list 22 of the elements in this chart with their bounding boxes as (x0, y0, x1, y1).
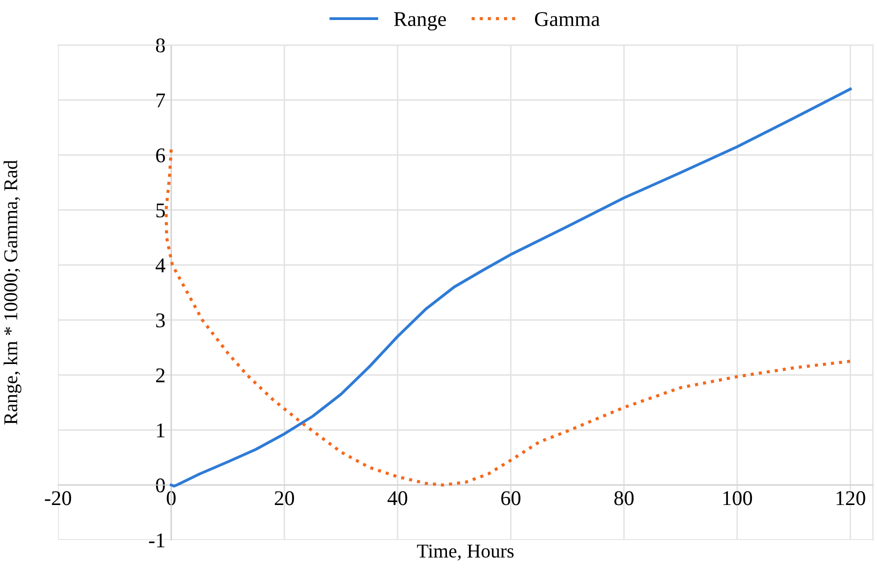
line-series (170, 88, 852, 488)
legend-label: Gamma (534, 12, 600, 26)
y-tick-label: -1 (149, 533, 164, 548)
x-tick-label: 120 (836, 491, 866, 506)
x-tick-label: 20 (274, 491, 294, 506)
x-tick-label: -20 (44, 491, 72, 506)
line-series (164, 148, 852, 487)
x-tick-label: 100 (723, 491, 752, 506)
x-tick-label: 40 (388, 491, 408, 506)
y-tick-label: 3 (156, 313, 165, 328)
legend-label: Range (394, 12, 446, 30)
y-tick-label: 1 (157, 423, 164, 438)
x-tick-label: 0 (166, 491, 176, 506)
y-tick-label: 2 (156, 368, 164, 382)
x-tick-label: 60 (501, 491, 520, 506)
y-tick-label: 7 (156, 94, 166, 108)
y-tick-label: 4 (156, 258, 166, 272)
y-tick-label: 5 (156, 204, 165, 218)
x-axis-title: Time, Hours (417, 544, 514, 560)
x-tick-label: 80 (614, 491, 634, 506)
y-tick-label: 6 (156, 148, 166, 162)
y-axis-title: Range, km * 10000; Gamma, Rad (4, 160, 22, 425)
